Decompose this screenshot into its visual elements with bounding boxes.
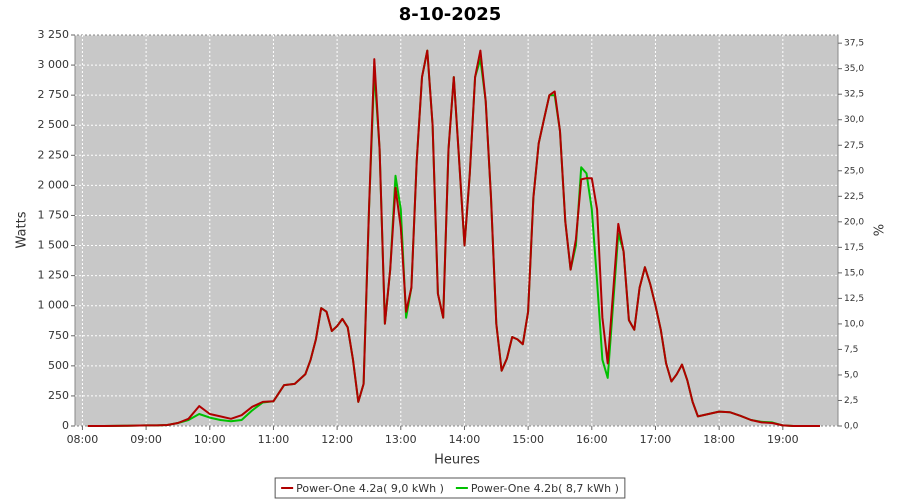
x-tick-label: 15:00 <box>512 433 544 446</box>
x-tick-label: 12:00 <box>321 433 353 446</box>
x-tick-label: 19:00 <box>767 433 799 446</box>
y2-tick-label: 5,0 <box>844 370 859 380</box>
y-tick-label: 750 <box>48 329 69 342</box>
chart-title: 8-10-2025 <box>399 4 502 25</box>
y-tick-label: 1 750 <box>38 208 70 221</box>
x-tick-label: 16:00 <box>576 433 608 446</box>
x-tick-label: 08:00 <box>67 433 99 446</box>
legend-label: Power-One 4.2a( 9,0 kWh ) <box>296 482 444 495</box>
y2-tick-label: 32,5 <box>844 90 864 100</box>
y2-tick-label: 10,0 <box>844 319 864 329</box>
x-tick-label: 14:00 <box>449 433 481 446</box>
y-axis-label: Watts <box>15 211 30 248</box>
x-tick-label: 11:00 <box>258 433 290 446</box>
y2-tick-label: 27,5 <box>844 141 864 151</box>
legend-label: Power-One 4.2b( 8,7 kWh ) <box>471 482 619 495</box>
x-tick-label: 18:00 <box>703 433 735 446</box>
y-tick-label: 2 750 <box>38 88 70 101</box>
y2-tick-label: 15,0 <box>844 268 864 278</box>
x-tick-label: 09:00 <box>130 433 162 446</box>
y-tick-label: 1 000 <box>38 299 70 312</box>
legend: Power-One 4.2a( 9,0 kWh ) Power-One 4.2b(… <box>274 477 626 499</box>
y-tick-label: 500 <box>48 359 69 372</box>
y-tick-label: 1 500 <box>38 239 70 252</box>
y2-tick-label: 12,5 <box>844 294 864 304</box>
y2-tick-label: 37,5 <box>844 39 864 49</box>
y2-tick-label: 17,5 <box>844 243 864 253</box>
y2-tick-label: 30,0 <box>844 115 864 125</box>
y2-tick-label: 22,5 <box>844 192 864 202</box>
line-series <box>87 49 820 427</box>
y-tick-label: 3 000 <box>38 58 70 71</box>
y-tick-label: 2 000 <box>38 178 70 191</box>
y-tick-label: 1 250 <box>38 269 70 282</box>
y2-tick-label: 25,0 <box>844 166 864 176</box>
y-tick-label: 3 250 <box>38 28 70 41</box>
y2-tick-label: 2,5 <box>844 396 858 406</box>
y-tick-label: 2 500 <box>38 118 70 131</box>
y2-tick-label: 7,5 <box>844 345 858 355</box>
y-tick-label: 0 <box>62 419 69 432</box>
x-tick-label: 17:00 <box>640 433 672 446</box>
legend-box <box>274 477 626 499</box>
x-tick-label: 10:00 <box>194 433 226 446</box>
y-tick-label: 2 250 <box>38 148 70 161</box>
y2-tick-label: 0,0 <box>844 422 859 432</box>
y-tick-label: 250 <box>48 389 69 402</box>
x-axis-label: Heures <box>434 453 480 468</box>
plot-area <box>74 34 839 427</box>
x-tick-label: 13:00 <box>385 433 417 446</box>
y2-axis-label: % <box>873 224 888 236</box>
y2-tick-label: 20,0 <box>844 217 864 227</box>
y2-tick-label: 35,0 <box>844 64 864 74</box>
